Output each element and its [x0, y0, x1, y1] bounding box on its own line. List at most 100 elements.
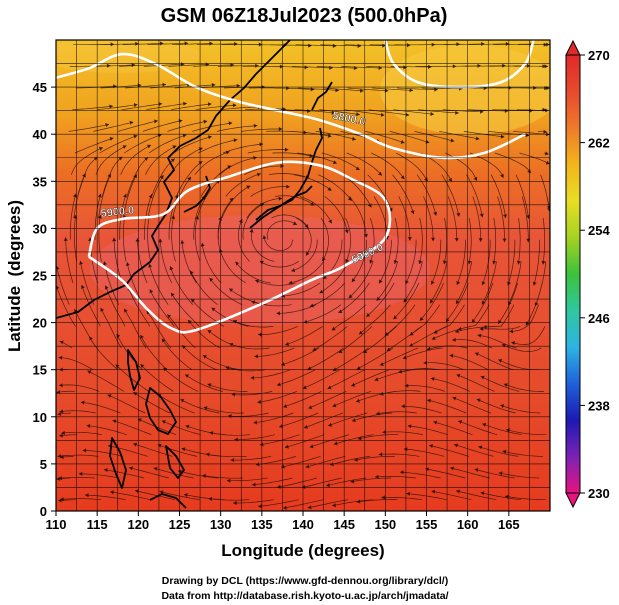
- streamline-arrowhead: [233, 138, 238, 143]
- streamline-arrowhead: [185, 374, 189, 378]
- streamline-arrowhead: [304, 65, 309, 70]
- streamline-arrowhead: [158, 238, 163, 243]
- streamline-arrowhead: [430, 376, 435, 381]
- streamline-arrowhead: [498, 471, 503, 476]
- streamline-arrowhead: [455, 300, 460, 305]
- streamline-arrowhead: [476, 398, 481, 403]
- streamline-arrowhead: [384, 88, 389, 93]
- streamline-arrowhead: [232, 103, 237, 108]
- streamline-arrowhead: [409, 88, 414, 93]
- streamline-arrowhead: [279, 64, 284, 69]
- streamline-arrowhead: [332, 503, 336, 508]
- streamline-arrowhead: [367, 203, 372, 208]
- streamline-arrowhead: [544, 64, 549, 69]
- streamline-arrowhead: [133, 442, 138, 447]
- streamline-arrowhead: [56, 285, 60, 290]
- streamline-arrowhead: [452, 64, 457, 69]
- streamline-arrowhead: [319, 289, 324, 294]
- streamline-arrowhead: [183, 493, 188, 498]
- streamline-arrowhead: [327, 187, 332, 191]
- streamline-arrowhead: [161, 420, 166, 424]
- streamline-arrowhead: [351, 382, 356, 387]
- streamline-arrowhead: [123, 193, 127, 198]
- wind-streamlines: [56, 41, 550, 510]
- streamline-arrowhead: [286, 184, 290, 189]
- streamline-arrowhead: [190, 270, 194, 275]
- streamline-arrowhead: [450, 138, 455, 143]
- streamline-arrowhead: [442, 260, 447, 265]
- streamline-arrowhead: [185, 424, 190, 429]
- streamline-arrowhead: [516, 260, 521, 265]
- streamline-arrowhead: [409, 331, 414, 336]
- streamline-arrowhead: [98, 146, 103, 151]
- streamline-arrowhead: [434, 87, 438, 92]
- streamline-arrowhead: [501, 343, 506, 348]
- streamline-arrowhead: [181, 62, 185, 67]
- streamline-arrowhead: [455, 110, 459, 115]
- streamline-arrowhead: [403, 298, 408, 303]
- streamline-arrowhead: [433, 420, 438, 425]
- x-tick-label: 115: [87, 517, 108, 532]
- streamline-arrowhead: [60, 455, 64, 460]
- streamline-arrowhead: [352, 418, 356, 423]
- y-tick-label: 20: [33, 316, 47, 331]
- streamline-arrowhead: [534, 302, 539, 307]
- streamline-arrowhead: [198, 161, 203, 165]
- streamline-arrowhead: [479, 326, 484, 331]
- streamline-arrowhead: [400, 139, 405, 144]
- streamline-arrowhead: [431, 280, 435, 285]
- streamline-arrowhead: [250, 375, 255, 380]
- streamline-arrowhead: [504, 494, 509, 499]
- streamline-arrowhead: [481, 281, 486, 286]
- streamline-arrowhead: [56, 266, 60, 270]
- streamline-arrowhead: [161, 338, 166, 343]
- streamline-arrowhead: [374, 377, 379, 382]
- streamline-arrowhead: [473, 176, 478, 181]
- streamline-arrowhead: [347, 196, 352, 201]
- streamline-arrowhead: [532, 281, 537, 286]
- streamline-arrowhead: [331, 326, 336, 331]
- streamline-arrowhead: [79, 260, 84, 265]
- streamline-arrowhead: [202, 355, 207, 359]
- streamline-arrowhead: [452, 337, 456, 342]
- streamline-arrowhead: [82, 173, 86, 178]
- streamline-arrowhead: [180, 398, 185, 403]
- streamline-arrowhead: [200, 242, 205, 247]
- x-axis-label: Longitude (degrees): [221, 541, 384, 560]
- streamline-arrowhead: [169, 266, 174, 271]
- streamline-arrowhead: [322, 256, 326, 261]
- streamline-arrowhead: [332, 160, 337, 165]
- x-tick-label: 125: [169, 517, 191, 532]
- streamline-arrowhead: [329, 65, 333, 70]
- streamline-arrowhead: [129, 120, 134, 125]
- streamline-arrowhead: [235, 261, 240, 266]
- streamline-arrowhead: [283, 505, 287, 510]
- streamline-arrowhead: [431, 237, 436, 242]
- streamline-arrowhead: [276, 311, 280, 316]
- streamline-arrowhead: [211, 82, 216, 87]
- streamline-arrowhead: [191, 298, 195, 303]
- streamline-arrowhead: [253, 123, 258, 128]
- streamline-arrowhead: [456, 373, 461, 378]
- streamline-arrowhead: [58, 476, 63, 481]
- streamline-arrowhead: [229, 342, 234, 347]
- colorbar-tick-label: 262: [588, 136, 610, 151]
- streamline-arrowhead: [376, 411, 380, 416]
- y-tick-label: 25: [33, 269, 47, 284]
- streamline-arrowhead: [304, 424, 308, 429]
- streamline-arrowhead: [207, 102, 212, 107]
- colorbar-top-arrow: [565, 39, 581, 56]
- streamline-arrowhead: [82, 448, 87, 453]
- streamline-arrowhead: [378, 65, 383, 70]
- colorbar-tick-label: 238: [588, 398, 610, 413]
- streamline-arrowhead: [328, 219, 332, 224]
- colorbar-tick-label: 254: [588, 223, 610, 238]
- streamline-arrowhead: [335, 88, 339, 93]
- streamline-arrowhead: [356, 366, 361, 370]
- streamline-arrowhead: [144, 157, 149, 161]
- streamline-arrowhead: [502, 238, 507, 243]
- streamline-arrowhead: [410, 210, 415, 215]
- streamline-arrowhead: [187, 176, 191, 181]
- streamline-arrowhead: [375, 474, 379, 479]
- streamline-arrowhead: [344, 229, 349, 234]
